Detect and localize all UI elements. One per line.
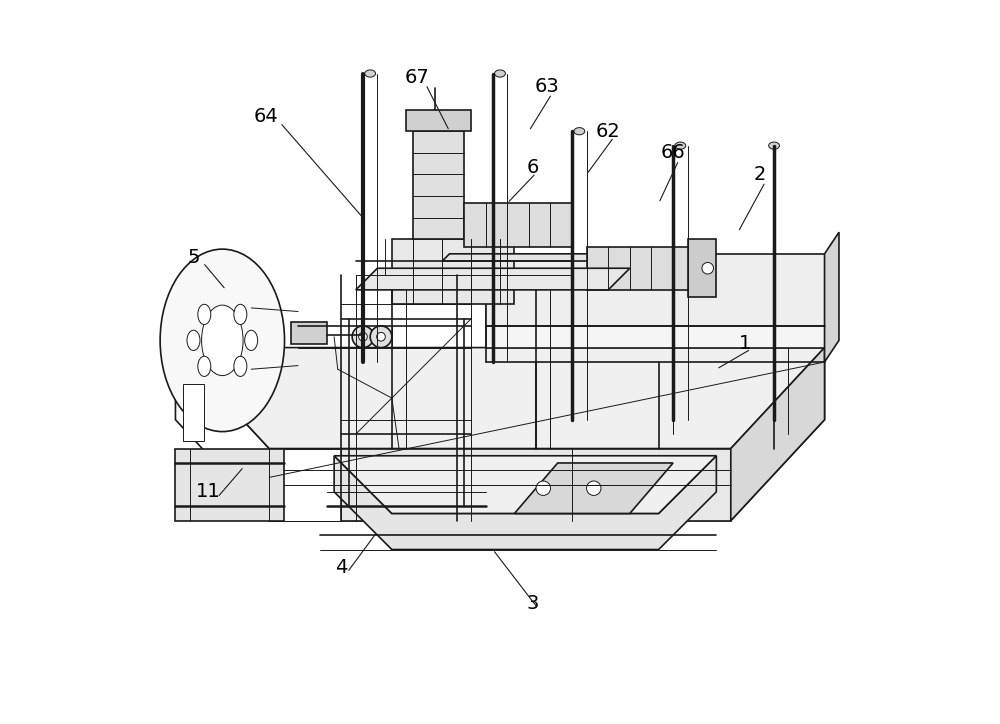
Polygon shape	[464, 203, 572, 247]
Bar	[688, 240, 716, 297]
Ellipse shape	[245, 330, 258, 350]
Text: 63: 63	[535, 77, 559, 96]
Polygon shape	[442, 254, 608, 261]
Polygon shape	[356, 268, 630, 290]
Text: 3: 3	[526, 594, 539, 613]
Ellipse shape	[202, 305, 243, 376]
Circle shape	[587, 481, 601, 495]
Circle shape	[370, 326, 392, 348]
Ellipse shape	[187, 330, 200, 350]
Polygon shape	[587, 247, 702, 290]
Polygon shape	[175, 348, 825, 521]
Circle shape	[377, 332, 385, 341]
Text: 4: 4	[335, 558, 348, 577]
Polygon shape	[269, 449, 731, 521]
Circle shape	[536, 481, 550, 495]
Ellipse shape	[160, 249, 285, 432]
Text: 2: 2	[753, 165, 766, 184]
Polygon shape	[825, 232, 839, 362]
Text: 62: 62	[596, 122, 621, 140]
Polygon shape	[486, 254, 825, 326]
Ellipse shape	[769, 142, 779, 149]
Ellipse shape	[198, 356, 211, 376]
Polygon shape	[486, 275, 825, 348]
Polygon shape	[175, 449, 284, 521]
Ellipse shape	[365, 70, 376, 77]
Circle shape	[352, 326, 374, 348]
Ellipse shape	[675, 142, 686, 149]
Circle shape	[702, 263, 713, 274]
Polygon shape	[392, 240, 514, 304]
Bar	[406, 109, 471, 131]
Polygon shape	[291, 322, 327, 344]
Text: 5: 5	[187, 248, 200, 267]
Ellipse shape	[234, 356, 247, 376]
Polygon shape	[413, 131, 464, 240]
Text: 64: 64	[253, 107, 278, 126]
Ellipse shape	[574, 127, 585, 135]
Polygon shape	[731, 348, 825, 521]
Polygon shape	[334, 456, 716, 513]
Text: 1: 1	[739, 334, 751, 353]
Ellipse shape	[198, 304, 211, 324]
Polygon shape	[269, 449, 341, 521]
Polygon shape	[334, 456, 716, 550]
Polygon shape	[175, 348, 825, 449]
Ellipse shape	[495, 70, 505, 77]
Polygon shape	[514, 463, 673, 513]
Text: 6: 6	[526, 158, 539, 177]
Text: 66: 66	[661, 143, 685, 162]
Bar	[183, 384, 204, 442]
Ellipse shape	[234, 304, 247, 324]
Text: 11: 11	[196, 482, 220, 501]
Text: 67: 67	[405, 67, 429, 87]
Circle shape	[359, 332, 367, 341]
